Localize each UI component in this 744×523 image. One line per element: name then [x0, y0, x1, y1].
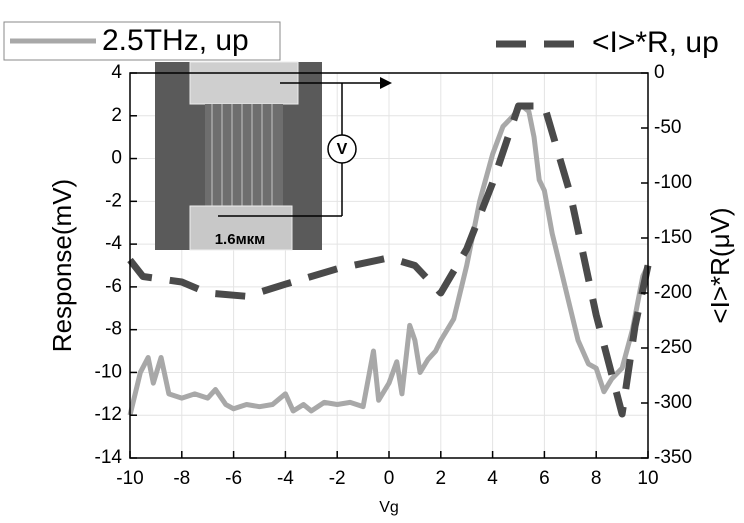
- annotation: V: [337, 141, 348, 158]
- x-tick-label: -8: [173, 468, 190, 489]
- series-line: [127, 102, 652, 418]
- x-tick-label: 0: [384, 468, 395, 489]
- y-tick-label: -6: [105, 276, 122, 297]
- y-tick-label: -12: [95, 404, 122, 425]
- plot-frame: [129, 72, 649, 459]
- x-axis-label: Vg: [379, 499, 399, 516]
- y2-tick-label: -250: [654, 337, 692, 358]
- x-tick-label: -2: [329, 468, 346, 489]
- y2-tick-label: -100: [654, 172, 692, 193]
- y-tick-label: -8: [105, 319, 122, 340]
- y2-tick-label: -200: [654, 282, 692, 303]
- y-tick-label: -2: [105, 190, 122, 211]
- y-tick-label: 4: [111, 62, 122, 83]
- x-tick-label: -4: [277, 468, 294, 489]
- inset-image: V 1.6мкм: [155, 61, 392, 251]
- x-tick-label: 4: [487, 468, 498, 489]
- x-tick-label: -10: [116, 468, 143, 489]
- series-line: [127, 102, 651, 416]
- legend-label: 2.5THz, up: [102, 24, 249, 57]
- legend-label: <I>*R, up: [592, 26, 719, 59]
- y2-tick-label: -300: [654, 392, 692, 413]
- x-tick-label: 6: [539, 468, 550, 489]
- x-tick-label: -6: [225, 468, 242, 489]
- y-axis-label: Response(mV): [47, 179, 77, 352]
- annotation: 1.6мкм: [215, 231, 266, 248]
- x-tick-label: 10: [637, 468, 658, 489]
- y2-tick-label: -50: [654, 117, 681, 138]
- y-tick-label: 0: [111, 148, 122, 169]
- y2-tick-label: -350: [654, 447, 692, 468]
- y2-tick-label: 0: [654, 62, 665, 83]
- x-tick-label: 8: [591, 468, 602, 489]
- y-tick-label: -14: [95, 447, 123, 468]
- x-tick-label: 2: [436, 468, 447, 489]
- y-tick-label: -10: [95, 361, 122, 382]
- y-tick-label: -4: [105, 233, 122, 254]
- y-tick-label: 2: [111, 105, 122, 126]
- y2-axis-label: <I>*R(μV): [705, 207, 735, 323]
- y2-tick-label: -150: [654, 227, 692, 248]
